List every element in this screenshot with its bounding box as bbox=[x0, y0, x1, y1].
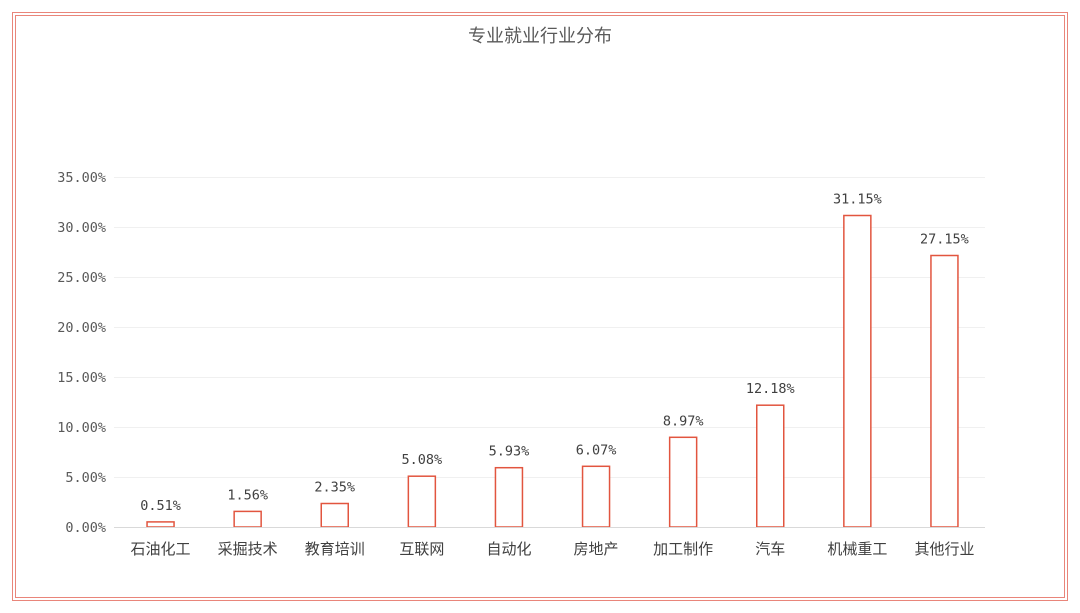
category-label: 汽车 bbox=[755, 540, 785, 558]
bar bbox=[930, 254, 959, 528]
gridlines bbox=[114, 177, 985, 478]
data-label: 0.51% bbox=[140, 498, 181, 514]
y-axis-ticks: 0.00% 5.00% 10.00% 15.00% 20.00% 25.00% 30.00%… bbox=[57, 170, 106, 536]
chart-title: 专业就业行业分布 bbox=[468, 26, 612, 47]
y-tick-label: 20.00% bbox=[57, 320, 106, 336]
category-label: 采掘技术 bbox=[218, 540, 278, 558]
y-tick-label: 35.00% bbox=[57, 170, 106, 186]
category-labels: 石油化工 采掘技术 教育培训 互联网 自动化 房地产 加工制作 汽车 机械重工 其他行业 bbox=[131, 540, 975, 558]
y-tick-label: 0.00% bbox=[65, 520, 106, 536]
category-label: 加工制作 bbox=[653, 540, 713, 558]
bar bbox=[581, 465, 611, 528]
data-label: 1.56% bbox=[227, 487, 268, 503]
category-label: 房地产 bbox=[574, 540, 619, 558]
y-tick-label: 15.00% bbox=[57, 370, 106, 386]
bars bbox=[146, 214, 959, 528]
bar bbox=[668, 436, 698, 528]
outer-frame bbox=[12, 12, 1068, 601]
data-label: 6.07% bbox=[576, 442, 617, 458]
category-label: 自动化 bbox=[486, 540, 531, 558]
data-label: 5.08% bbox=[402, 452, 443, 468]
bar bbox=[843, 214, 872, 528]
data-label: 2.35% bbox=[314, 480, 355, 496]
bar bbox=[233, 510, 262, 528]
category-label: 其他行业 bbox=[914, 540, 974, 558]
inner-frame bbox=[15, 15, 1065, 598]
category-label: 石油化工 bbox=[131, 540, 191, 558]
bar bbox=[407, 475, 437, 528]
data-label: 5.93% bbox=[489, 444, 530, 460]
data-labels: 0.51% 1.56% 2.35% 5.08% 5.93% 6.07% 8.97% 12.18… bbox=[140, 192, 969, 514]
y-tick-label: 10.00% bbox=[57, 420, 106, 436]
data-label: 8.97% bbox=[663, 413, 704, 429]
data-label: 12.18% bbox=[746, 381, 795, 397]
bar bbox=[494, 466, 524, 528]
y-tick-label: 30.00% bbox=[57, 220, 106, 236]
bar bbox=[756, 404, 785, 528]
category-label: 机械重工 bbox=[827, 540, 887, 558]
bar bbox=[146, 521, 175, 528]
bar bbox=[320, 502, 349, 528]
category-label: 互联网 bbox=[399, 540, 444, 558]
category-label: 教育培训 bbox=[305, 540, 365, 558]
y-tick-label: 5.00% bbox=[65, 470, 106, 486]
data-label: 31.15% bbox=[833, 192, 882, 208]
y-tick-label: 25.00% bbox=[57, 270, 106, 286]
data-label: 27.15% bbox=[920, 232, 969, 248]
